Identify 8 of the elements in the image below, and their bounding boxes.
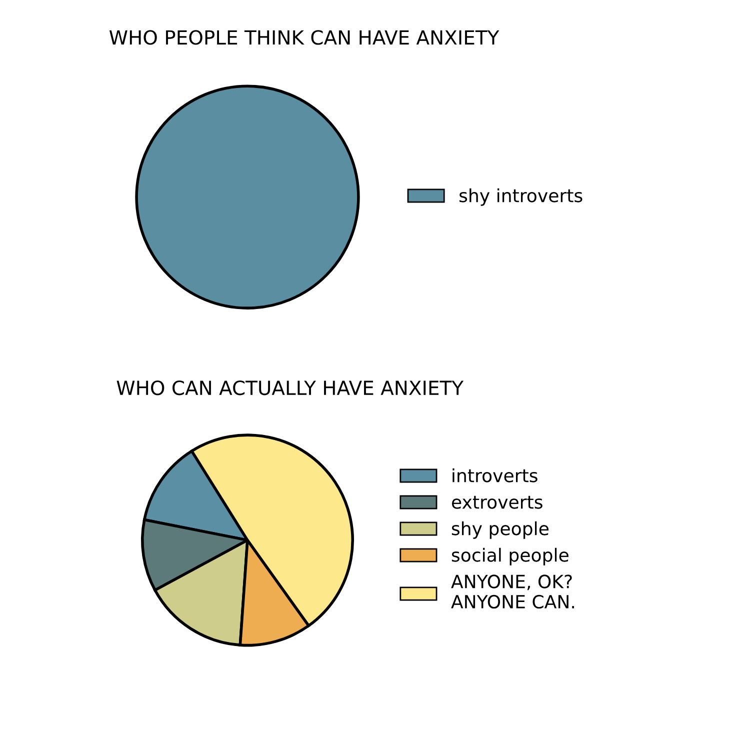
legend-label: ANYONE, OK? ANYONE CAN.	[451, 574, 574, 609]
chart-title: WHO CAN ACTUALLY HAVE ANXIETY	[116, 380, 464, 396]
legend-label: shy people	[452, 521, 548, 539]
legend-label: shy introverts	[460, 188, 582, 206]
legend-label: introverts	[452, 468, 538, 482]
legend-label: extroverts	[452, 496, 542, 509]
chart-title: WHO PEOPLE THINK CAN HAVE ANXIETY	[109, 30, 500, 45]
legend-label: social people	[452, 548, 568, 566]
